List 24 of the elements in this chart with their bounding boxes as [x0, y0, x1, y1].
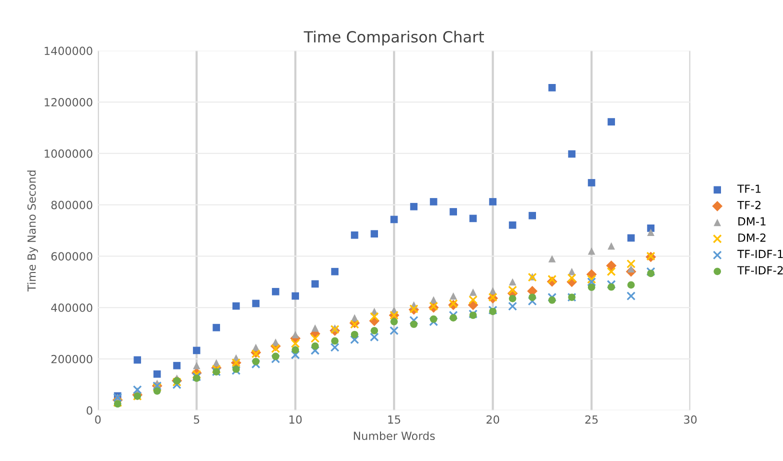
x-tick-label: 25 [585, 415, 598, 424]
y-tick-label: 200000 [51, 354, 92, 364]
x-tick-label: 20 [486, 415, 500, 424]
legend-label: TF-1 [737, 184, 761, 193]
y-tick-label: 0 [86, 406, 92, 415]
legend-label: TF-IDF-1 [737, 250, 783, 258]
x-tick-label: 5 [194, 415, 200, 424]
y-tick-label: 1000000 [44, 149, 92, 158]
legend-label: DM-2 [738, 233, 766, 242]
legend-label: TF-2 [737, 200, 760, 210]
y-tick-label: 800000 [51, 200, 92, 210]
y-tick-label: 600000 [51, 252, 92, 261]
y-tick-label: 1400000 [44, 46, 92, 56]
chart-title: Time Comparison Chart [304, 30, 484, 46]
x-tick-label: 15 [388, 415, 400, 424]
x-tick-label: 10 [290, 415, 302, 424]
x-tick-label: 30 [684, 415, 697, 424]
x-tick-label: 0 [95, 415, 101, 424]
legend-label: TF-IDF-2 [737, 266, 783, 274]
y-tick-label: 1200000 [44, 98, 92, 106]
x-axis-title: Number Words [354, 431, 435, 440]
y-axis-title: Time By Nano Second [27, 170, 38, 292]
y-tick-label: 400000 [51, 304, 92, 312]
legend-label: DM-1 [738, 217, 766, 226]
